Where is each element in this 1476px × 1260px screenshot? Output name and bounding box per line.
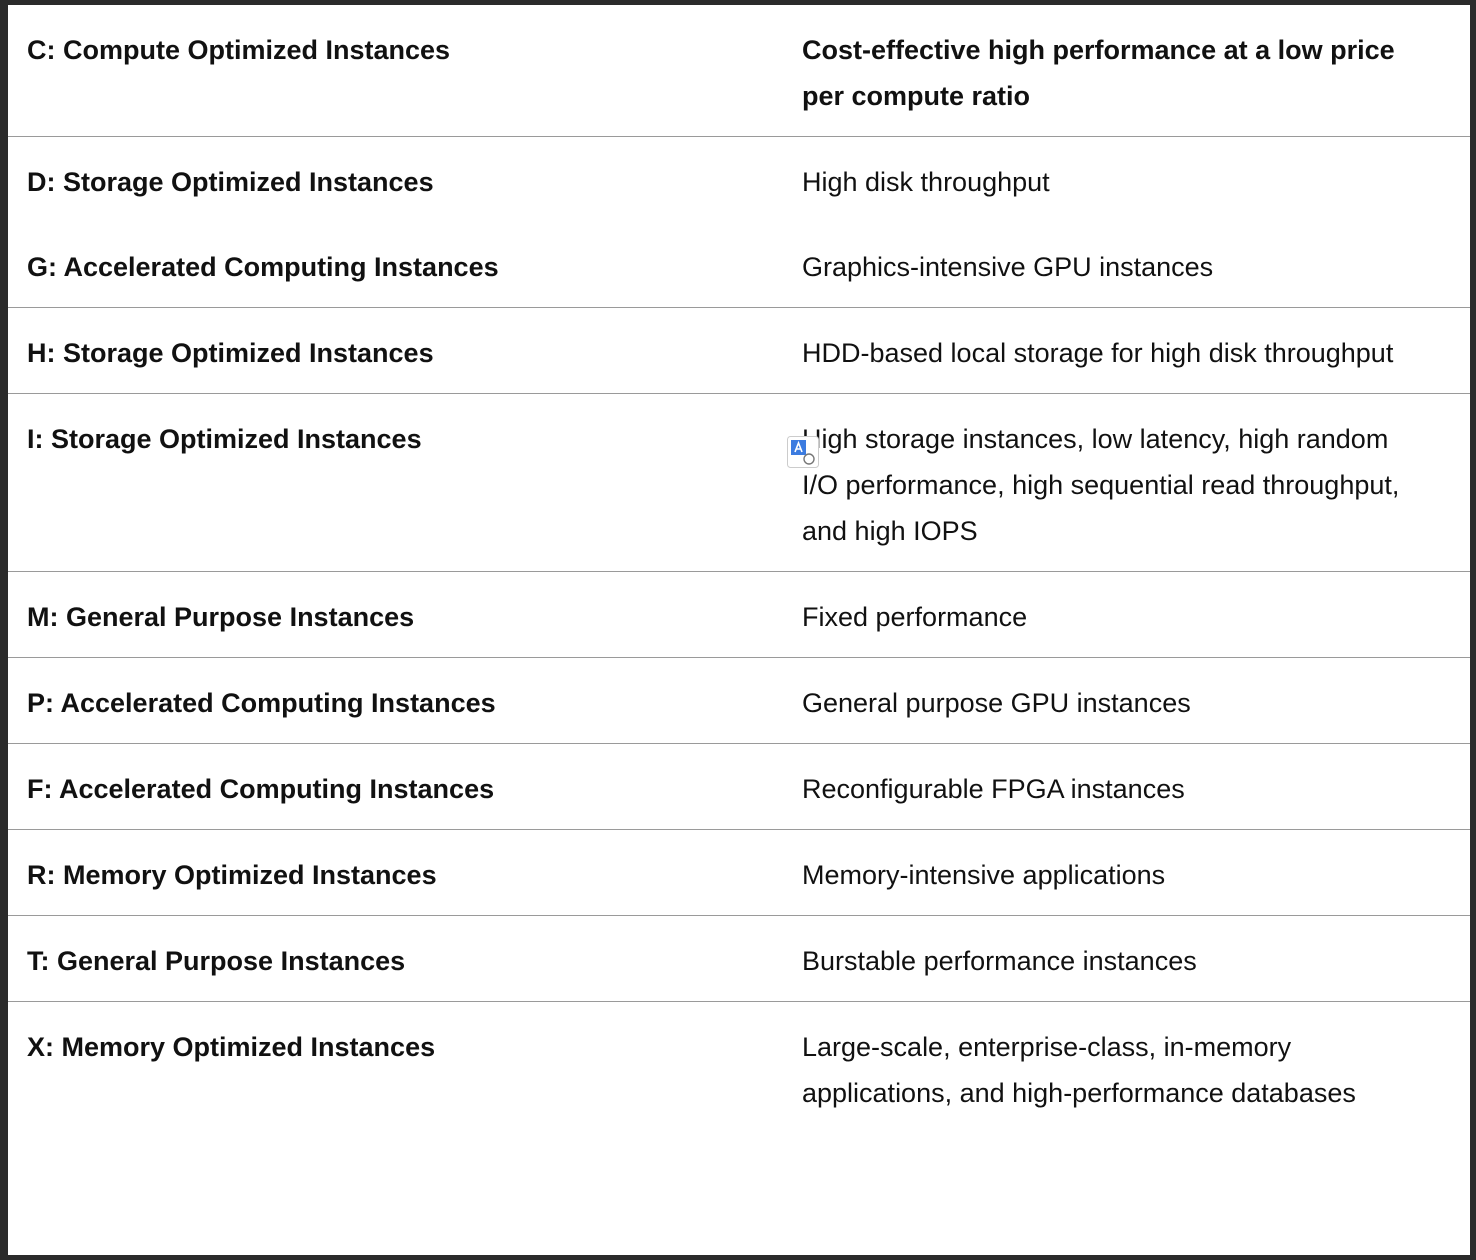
row: M: General Purpose Instances Fixed perfor… (8, 594, 1470, 640)
row: D: Storage Optimized Instances High disk … (8, 159, 1470, 205)
row: R: Memory Optimized Instances Memory-inte… (8, 852, 1470, 898)
translate-icon[interactable] (787, 436, 819, 468)
row: I: Storage Optimized Instances High stora… (8, 416, 1470, 554)
row-group: P: Accelerated Computing Instances Genera… (8, 658, 1470, 744)
instance-description: Reconfigurable FPGA instances (802, 774, 1185, 804)
row-group: H: Storage Optimized Instances HDD-based … (8, 308, 1470, 394)
instance-description: Graphics-intensive GPU instances (802, 252, 1214, 282)
instance-description: High storage instances, low latency, hig… (802, 424, 1400, 546)
instance-description: General purpose GPU instances (802, 688, 1191, 718)
instance-name: P: Accelerated Computing Instances (27, 688, 496, 718)
row: G: Accelerated Computing Instances Graphi… (8, 244, 1470, 290)
instance-name: F: Accelerated Computing Instances (27, 774, 495, 804)
row-group: R: Memory Optimized Instances Memory-inte… (8, 830, 1470, 916)
row: P: Accelerated Computing Instances Genera… (8, 680, 1470, 726)
row: T: General Purpose Instances Burstable pe… (8, 938, 1470, 984)
instance-description: Fixed performance (802, 602, 1028, 632)
instance-description: HDD-based local storage for high disk th… (802, 338, 1394, 368)
instance-name: M: General Purpose Instances (27, 602, 415, 632)
header-row: C: Compute Optimized Instances Cost-effe… (8, 5, 1470, 137)
row: X: Memory Optimized Instances Large-scale… (8, 1024, 1470, 1116)
instance-name: C: Compute Optimized Instances (27, 35, 451, 65)
instance-description: Cost-effective high performance at a low… (802, 35, 1395, 111)
row: H: Storage Optimized Instances HDD-based … (8, 330, 1470, 376)
instance-name: I: Storage Optimized Instances (27, 424, 422, 454)
table: C: Compute Optimized Instances Cost-effe… (8, 5, 1470, 1255)
instance-name: X: Memory Optimized Instances (27, 1032, 436, 1062)
instance-name: R: Memory Optimized Instances (27, 860, 437, 890)
row-group: T: General Purpose Instances Burstable pe… (8, 916, 1470, 1002)
instance-name: H: Storage Optimized Instances (27, 338, 434, 368)
instance-description: Burstable performance instances (802, 946, 1197, 976)
instance-description: Large-scale, enterprise-class, in-memory… (802, 1032, 1356, 1108)
instance-name: D: Storage Optimized Instances (27, 167, 434, 197)
row: F: Accelerated Computing Instances Reconf… (8, 766, 1470, 812)
row-group: I: Storage Optimized Instances High stora… (8, 394, 1470, 572)
row-group: F: Accelerated Computing Instances Reconf… (8, 744, 1470, 830)
row: C: Compute Optimized Instances Cost-effe… (8, 27, 1470, 119)
row-group: D: Storage Optimized Instances High disk … (8, 137, 1470, 308)
instance-description: Memory-intensive applications (802, 860, 1166, 890)
instance-name: T: General Purpose Instances (27, 946, 406, 976)
instance-name: G: Accelerated Computing Instances (27, 252, 499, 282)
row-group: X: Memory Optimized Instances Large-scale… (8, 1002, 1470, 1133)
row-group: M: General Purpose Instances Fixed perfor… (8, 572, 1470, 658)
instance-description: High disk throughput (802, 167, 1050, 197)
